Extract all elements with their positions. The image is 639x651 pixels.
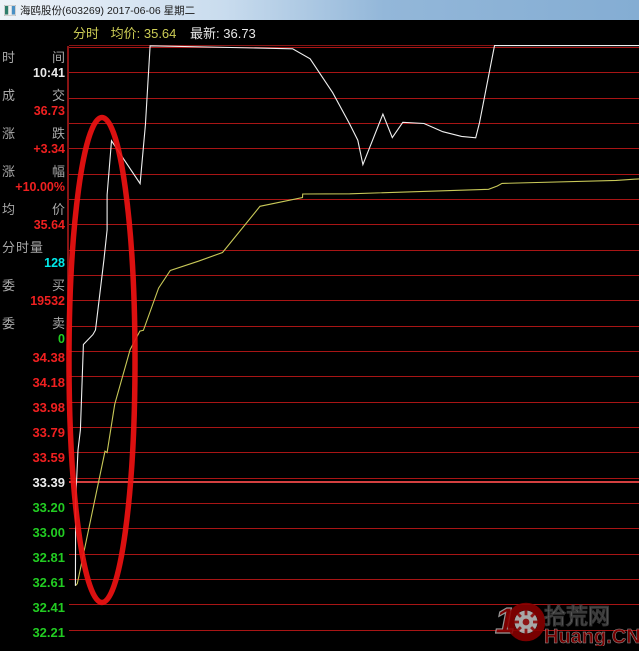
svg-text:Huang.CN: Huang.CN bbox=[544, 626, 639, 646]
